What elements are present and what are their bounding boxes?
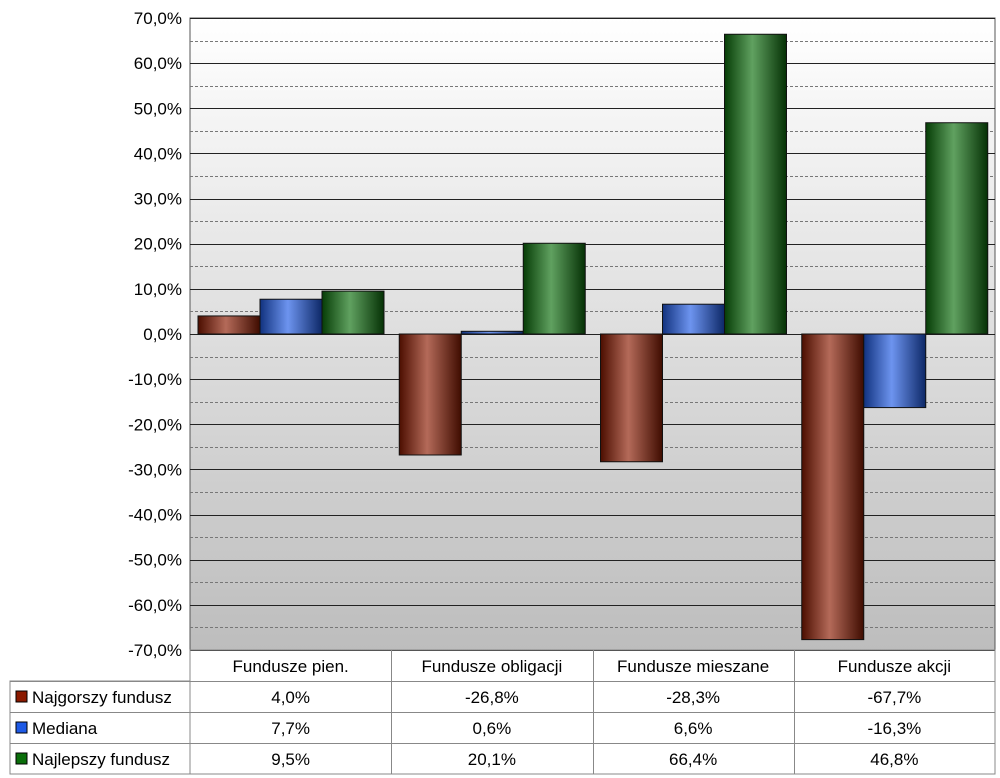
y-tick-label: 10,0% (134, 280, 182, 299)
y-tick-label: 50,0% (134, 99, 182, 118)
data-label: 46,8% (870, 750, 918, 769)
series-name: Najgorszy fundusz (32, 688, 172, 707)
data-label: -26,8% (465, 688, 519, 707)
data-label: 66,4% (669, 750, 717, 769)
y-tick-label: -30,0% (128, 460, 182, 479)
data-label: 0,6% (473, 719, 512, 738)
y-tick-label: -50,0% (128, 551, 182, 570)
data-label: 20,1% (468, 750, 516, 769)
y-tick-label: 40,0% (134, 144, 182, 163)
y-tick-label: 60,0% (134, 54, 182, 73)
bar (197, 315, 261, 335)
bars (197, 33, 989, 641)
legend-swatch (15, 752, 28, 765)
y-axis: 70,0% 60,0% 50,0% 40,0% 30,0% 20,0% 10,0% 0,0% -… (128, 9, 182, 660)
series-name: Mediana (32, 719, 98, 738)
category-label: Fundusze mieszane (617, 657, 769, 676)
data-label: 7,7% (271, 719, 310, 738)
bar (724, 33, 787, 335)
bar (398, 333, 462, 456)
legend-swatch (15, 721, 28, 734)
y-tick-label: -10,0% (128, 370, 182, 389)
bar (801, 333, 865, 641)
data-label: -28,3% (666, 688, 720, 707)
legend-swatch (15, 690, 28, 703)
data-table: Fundusze pien. Fundusze obligacji Fundusze… (9, 649, 996, 775)
bar (863, 333, 927, 409)
bar (662, 303, 725, 335)
series-name: Najlepszy fundusz (32, 750, 170, 769)
data-label: 9,5% (271, 750, 310, 769)
category-label: Fundusze pien. (233, 657, 349, 676)
bar (321, 290, 385, 335)
data-label: -67,7% (867, 688, 921, 707)
y-tick-label: -40,0% (128, 506, 182, 525)
bar (259, 298, 323, 335)
y-tick-label: 20,0% (134, 235, 182, 254)
data-label: 4,0% (271, 688, 310, 707)
y-tick-label: 30,0% (134, 190, 182, 209)
data-label: -16,3% (867, 719, 921, 738)
y-tick-label: -60,0% (128, 596, 182, 615)
category-label: Fundusze akcji (838, 657, 951, 676)
y-tick-label: -70,0% (128, 641, 182, 660)
bar (522, 242, 586, 335)
bar (925, 122, 989, 335)
bar (460, 330, 524, 335)
data-label: 6,6% (674, 719, 713, 738)
y-tick-label: 70,0% (134, 9, 182, 28)
y-tick-label: -20,0% (128, 415, 182, 434)
bar (600, 333, 663, 463)
y-tick-label: 0,0% (143, 325, 182, 344)
category-label: Fundusze obligacji (421, 657, 562, 676)
